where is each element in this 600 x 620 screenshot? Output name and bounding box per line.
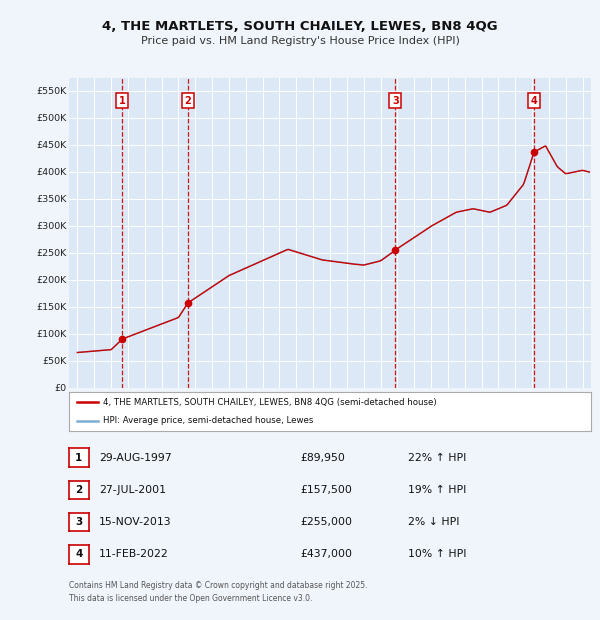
Bar	[69, 78, 591, 388]
Text: Contains HM Land Registry data © Crown copyright and database right 2025.: Contains HM Land Registry data © Crown c…	[69, 581, 367, 590]
Text: 1: 1	[75, 453, 83, 463]
Text: £89,950: £89,950	[300, 453, 345, 463]
Text: 4: 4	[75, 549, 83, 559]
Text: HPI: Average price, semi-detached house, Lewes: HPI: Average price, semi-detached house,…	[103, 417, 313, 425]
Text: 4, THE MARTLETS, SOUTH CHAILEY, LEWES, BN8 4QG (semi-detached house): 4, THE MARTLETS, SOUTH CHAILEY, LEWES, B…	[103, 398, 437, 407]
Text: 22% ↑ HPI: 22% ↑ HPI	[408, 453, 466, 463]
Text: £157,500: £157,500	[300, 485, 352, 495]
Text: 29-AUG-1997: 29-AUG-1997	[99, 453, 172, 463]
Text: 3: 3	[392, 95, 399, 106]
Text: 4, THE MARTLETS, SOUTH CHAILEY, LEWES, BN8 4QG: 4, THE MARTLETS, SOUTH CHAILEY, LEWES, B…	[102, 20, 498, 33]
Text: 11-FEB-2022: 11-FEB-2022	[99, 549, 169, 559]
Text: 3: 3	[75, 517, 83, 527]
Text: 4: 4	[531, 95, 538, 106]
Text: 15-NOV-2013: 15-NOV-2013	[99, 517, 172, 527]
Text: £437,000: £437,000	[300, 549, 352, 559]
Text: 2: 2	[75, 485, 83, 495]
Text: 19% ↑ HPI: 19% ↑ HPI	[408, 485, 466, 495]
Text: 2: 2	[185, 95, 191, 106]
Text: Price paid vs. HM Land Registry's House Price Index (HPI): Price paid vs. HM Land Registry's House …	[140, 36, 460, 46]
Text: 10% ↑ HPI: 10% ↑ HPI	[408, 549, 467, 559]
Text: 27-JUL-2001: 27-JUL-2001	[99, 485, 166, 495]
Text: 2% ↓ HPI: 2% ↓ HPI	[408, 517, 460, 527]
Text: £255,000: £255,000	[300, 517, 352, 527]
Text: 1: 1	[119, 95, 125, 106]
Text: This data is licensed under the Open Government Licence v3.0.: This data is licensed under the Open Gov…	[69, 593, 313, 603]
